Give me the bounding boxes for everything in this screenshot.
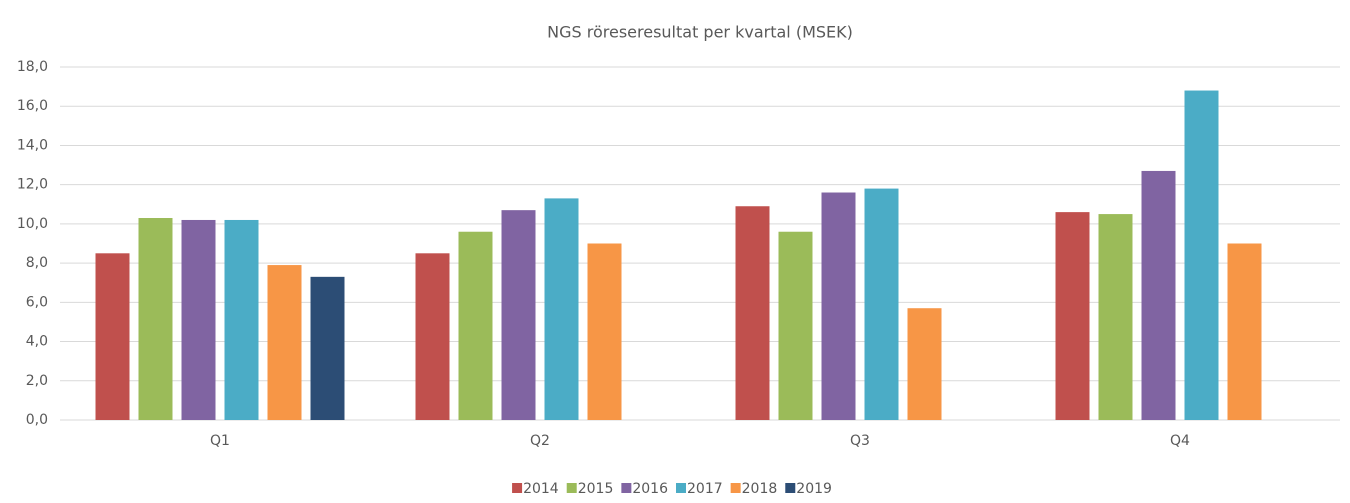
chart-title: NGS röreseresultat per kvartal (MSEK): [547, 23, 853, 42]
bar: [95, 253, 130, 420]
bar: [864, 188, 899, 420]
x-tick-label: Q2: [530, 433, 550, 449]
y-tick-label: 16,0: [17, 98, 48, 114]
legend-swatch: [621, 483, 632, 493]
y-tick-label: 18,0: [17, 59, 48, 75]
y-tick-label: 6,0: [26, 294, 48, 310]
bar: [1227, 243, 1262, 420]
bar: [458, 231, 493, 420]
bar: [501, 210, 536, 420]
bar: [1098, 214, 1133, 420]
legend-swatch: [512, 483, 523, 493]
legend-label: 2014: [523, 481, 559, 497]
legend-swatch: [730, 483, 741, 493]
bar: [415, 253, 450, 420]
y-tick-label: 14,0: [17, 137, 48, 153]
y-tick-label: 10,0: [17, 216, 48, 232]
bar: [778, 231, 813, 420]
bar: [821, 192, 856, 420]
x-tick-label: Q3: [850, 433, 870, 449]
bar: [587, 243, 622, 420]
y-tick-label: 12,0: [17, 177, 48, 193]
legend-label: 2019: [796, 481, 832, 497]
bar: [544, 198, 579, 420]
bar: [735, 206, 770, 420]
y-tick-label: 2,0: [26, 373, 48, 389]
y-tick-label: 8,0: [26, 255, 48, 271]
bar: [907, 308, 942, 420]
bar: [1055, 212, 1090, 420]
bar: [224, 219, 259, 420]
legend-swatch: [566, 483, 577, 493]
legend: 2014 2015 2016 2017 2018 2019: [512, 481, 832, 497]
legend-label: 2018: [742, 481, 778, 497]
bar: [1184, 90, 1219, 421]
bar: [1141, 170, 1176, 420]
bar: [138, 218, 173, 420]
bar: [267, 265, 302, 420]
bar: [310, 276, 345, 420]
y-tick-label: 4,0: [26, 334, 48, 350]
x-tick-label: Q1: [210, 433, 230, 449]
y-tick-label: 0,0: [26, 412, 48, 428]
x-tick-label: Q4: [1170, 433, 1190, 449]
legend-label: 2017: [687, 481, 723, 497]
bar: [181, 219, 216, 420]
legend-label: 2015: [578, 481, 614, 497]
legend-swatch: [785, 483, 796, 493]
legend-label: 2016: [632, 481, 668, 497]
legend-swatch: [676, 483, 686, 493]
